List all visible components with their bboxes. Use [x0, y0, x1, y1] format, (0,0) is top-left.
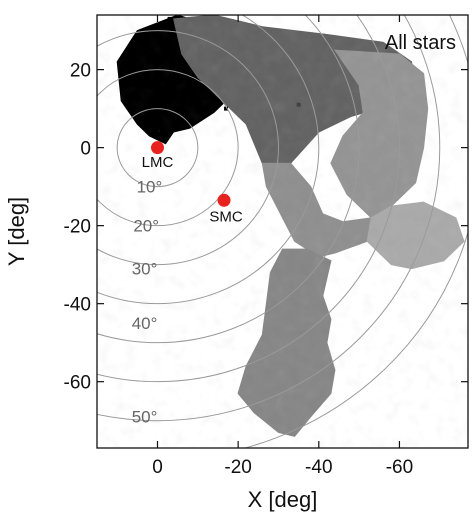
density-map [117, 15, 464, 436]
ring-label-40: 40° [132, 314, 158, 333]
lmc-label: LMC [142, 154, 174, 171]
smc-marker [218, 194, 231, 207]
y-tick-label: 20 [70, 61, 91, 82]
y-tick-label: -20 [64, 217, 91, 238]
x-tick-label: -40 [305, 457, 332, 478]
smc-label: SMC [209, 209, 243, 226]
ring-label-10: 10° [137, 177, 163, 196]
panel-title: All stars [385, 32, 456, 54]
ring-label-30: 30° [132, 259, 158, 278]
x-tick-label: -20 [224, 457, 251, 478]
density-region-lower-arm [238, 249, 335, 436]
y-tick-label: -40 [64, 295, 91, 316]
x-tick-label: 0 [152, 457, 163, 478]
ring-label-20: 20° [133, 217, 159, 236]
y-tick-label: -60 [64, 373, 91, 394]
lmc-marker [151, 141, 164, 154]
stray-pixel [168, 17, 172, 21]
y-axis-label: Y [deg] [4, 197, 29, 266]
x-tick-label: -60 [386, 457, 413, 478]
ring-label-50: 50° [132, 408, 158, 427]
y-tick-label: 0 [80, 139, 91, 160]
x-axis-label: X [deg] [248, 487, 318, 512]
stray-pixel [297, 103, 301, 107]
